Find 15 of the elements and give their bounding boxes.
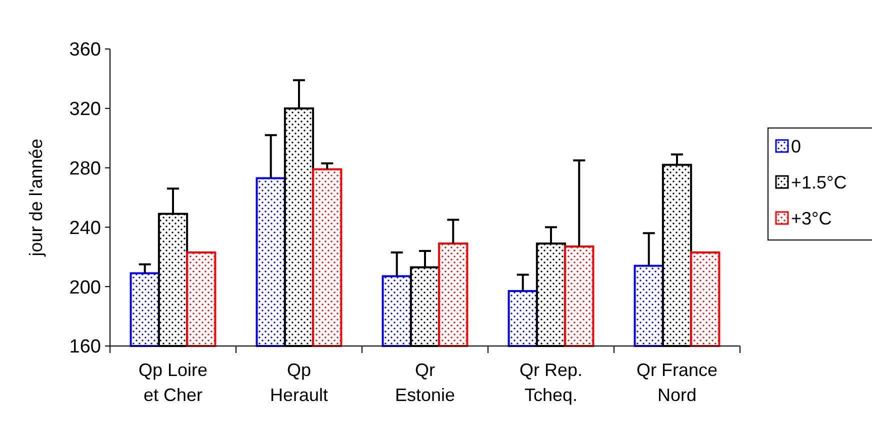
x-tick-label: Qp Herault <box>270 360 328 405</box>
y-axis-title: jour de l'année <box>26 138 46 258</box>
legend-label: +3°C <box>791 208 832 228</box>
x-tick-label: Qp Loire et Cher <box>138 360 208 405</box>
y-tick-label: 280 <box>69 158 101 180</box>
x-tick-label: Qr Estonie <box>394 360 456 405</box>
legend-label: 0 <box>791 136 802 156</box>
y-tick-label: 360 <box>69 40 101 61</box>
y-tick-label: 320 <box>69 99 101 120</box>
legend-label: +1.5°C <box>791 172 847 192</box>
x-tick-label: Qr Rep. Tcheq. <box>519 360 583 405</box>
x-tick-label: Qr France Nord <box>636 360 718 405</box>
y-tick-label: 160 <box>69 336 101 358</box>
y-tick-label: 200 <box>69 277 101 298</box>
y-tick-label: 240 <box>69 218 101 239</box>
